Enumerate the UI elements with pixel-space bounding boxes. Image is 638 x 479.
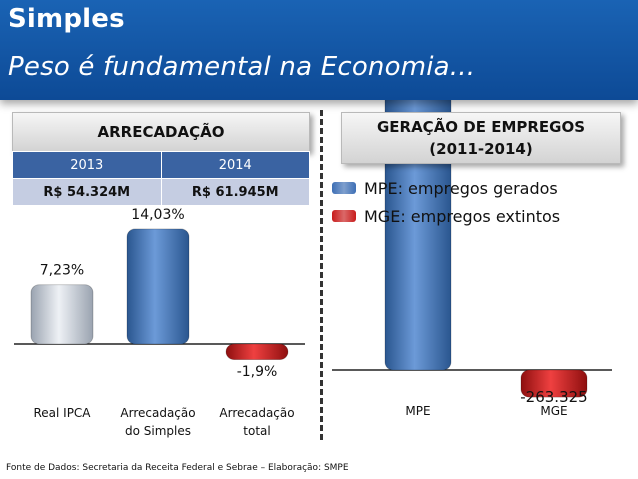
legend-label-mpe: MPE: empregos gerados (364, 178, 558, 198)
arrecadacao-bar-2 (225, 343, 289, 360)
empregos-bar-1 (520, 369, 588, 398)
empregos-banner: GERAÇÃO DE EMPREGOS (2011-2014) (341, 112, 621, 164)
empregos-tick-label-1: MGE (540, 404, 567, 418)
table-header-row: 2013 2014 (12, 151, 310, 179)
table-header-cell: 2014 (160, 151, 310, 179)
legend-swatch-mpe (332, 182, 356, 194)
legend-item-mpe: MPE: empregos gerados (332, 178, 558, 198)
arrecadacao-data-label-0: 7,23% (40, 263, 84, 279)
arrecadacao-bar-1 (126, 228, 190, 345)
slide-title: Simples (8, 4, 125, 34)
arrecadacao-tick-label-2: Arrecadação total (219, 406, 294, 438)
empregos-tick-line: MPE (405, 404, 430, 418)
table-row: R$ 54.324M R$ 61.945M (12, 178, 310, 206)
arrecadacao-data-label-1: 14,03% (131, 207, 184, 223)
arrecadacao-tick-label-0: Real IPCA (33, 406, 91, 420)
empregos-tick-label-0: MPE (405, 404, 430, 418)
slide-subtitle: Peso é fundamental na Economia... (8, 52, 476, 82)
arrecadacao-data-label-2: -1,9% (237, 364, 278, 380)
arrecadacao-tick-line: do Simples (125, 424, 191, 438)
table-cell: R$ 54.324M (12, 178, 162, 206)
arrecadacao-bar-0 (30, 284, 94, 345)
arrecadacao-tick-line: Arrecadação (120, 406, 195, 420)
arrecadacao-tick-line: total (243, 424, 270, 438)
legend-item-mge: MGE: empregos extintos (332, 206, 560, 226)
arrecadacao-tick-line: Real IPCA (33, 406, 91, 420)
empregos-tick-line: MGE (540, 404, 567, 418)
arrecadacao-banner: ARRECADAÇÃO (12, 112, 310, 152)
header-bar: Simples Peso é fundamental na Economia..… (0, 0, 638, 100)
empregos-banner-line1: GERAÇÃO DE EMPREGOS (376, 118, 586, 136)
table-header-cell: 2013 (12, 151, 162, 179)
table-cell: R$ 61.945M (160, 178, 310, 206)
panel-divider (320, 110, 323, 440)
source-footnote: Fonte de Dados: Secretaria da Receita Fe… (6, 463, 349, 473)
arrecadacao-tick-line: Arrecadação (219, 406, 294, 420)
legend-label-mge: MGE: empregos extintos (364, 206, 561, 226)
empregos-banner-line2: (2011-2014) (429, 140, 533, 158)
empregos-data-label-1: -263.325 (520, 388, 587, 406)
legend-swatch-mge (332, 210, 356, 222)
arrecadacao-tick-label-1: Arrecadação do Simples (120, 406, 195, 438)
revenue-table: 2013 2014 R$ 54.324M R$ 61.945M (12, 151, 310, 206)
